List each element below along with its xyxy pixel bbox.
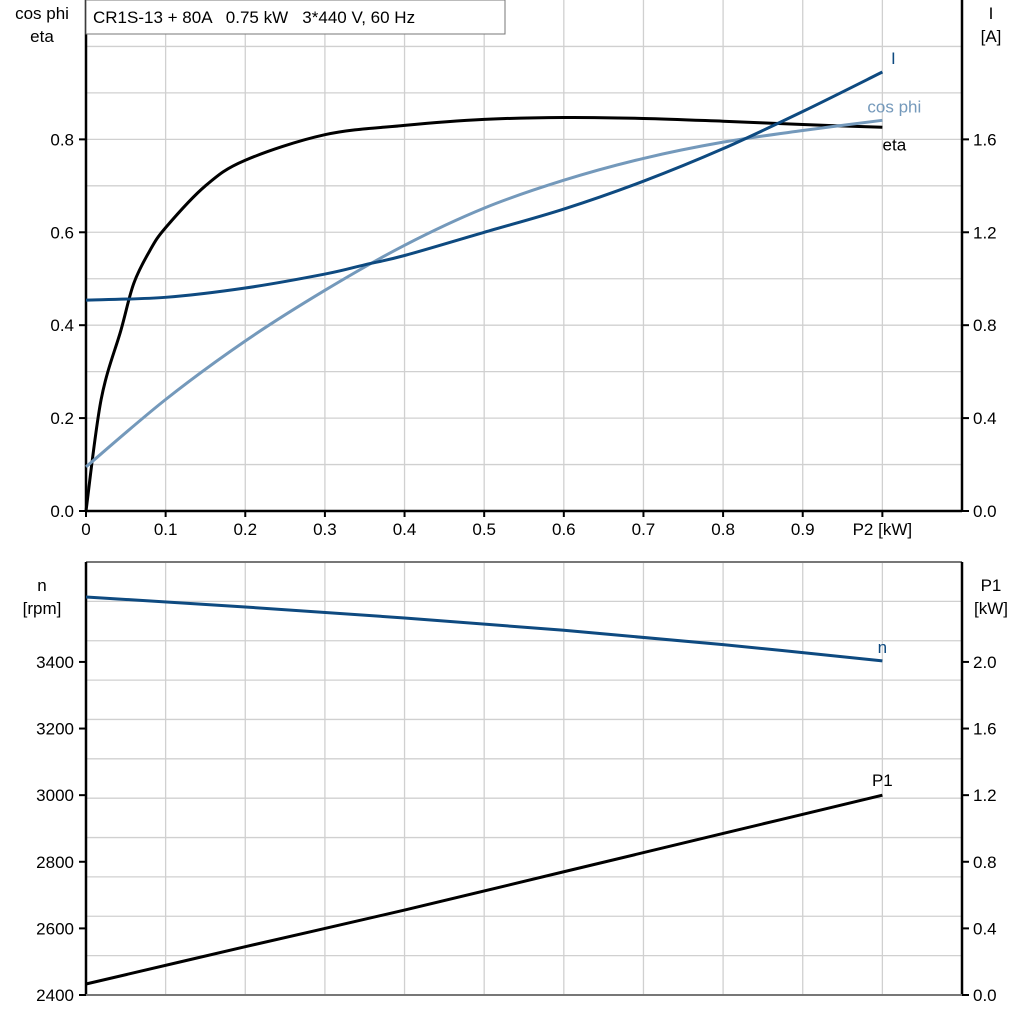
y-tick-label-right: 1.2 [973,786,997,805]
y-axis-label-right: I [989,4,994,23]
y-tick-label-left: 3000 [36,786,74,805]
x-tick-label: 0.6 [552,520,576,539]
series-line-cos-phi [85,118,883,469]
y-tick-label-left: 0.6 [50,223,74,242]
x-tick-label: 0.8 [711,520,735,539]
series-label-eta: eta [883,135,907,154]
x-tick-label: 0.5 [472,520,496,539]
chart-title-box [85,0,506,35]
y-tick-label-right: 0.4 [973,409,997,428]
y-axis-label-left: eta [30,27,54,46]
y-axis-label-right: [kW] [974,599,1008,618]
series-line-p1 [85,793,883,986]
y-tick-label-right: 1.6 [973,130,997,149]
x-axis-label: P2 [kW] [853,520,913,539]
x-tick-label: 0.7 [632,520,656,539]
x-tick-label: 0.9 [791,520,815,539]
x-tick-label: 0.3 [313,520,337,539]
y-tick-label-right: 0.0 [973,986,997,1005]
y-tick-label-left: 0.0 [50,502,74,521]
y-tick-label-left: 0.2 [50,409,74,428]
y-tick-label-left: 0.4 [50,316,74,335]
y-tick-label-right: 0.4 [973,919,997,938]
y-axis-label-left: [rpm] [23,599,62,618]
y-axis-label-right: [A] [981,27,1002,46]
series-label-p1: P1 [872,771,893,790]
series-label-i: I [891,49,896,68]
series-label-n: n [878,638,887,657]
series-line-i [85,70,884,302]
y-tick-label-left: 2800 [36,853,74,872]
x-tick-label: 0.4 [393,520,417,539]
x-tick-label: 0.1 [154,520,178,539]
y-tick-label-right: 0.8 [973,853,997,872]
y-tick-label-left: 0.8 [50,130,74,149]
x-tick-label: 0 [81,520,90,539]
y-tick-label-right: 1.6 [973,720,997,739]
y-axis-label-right: P1 [981,576,1002,595]
y-tick-label-left: 3200 [36,720,74,739]
y-axis-label-left: n [37,576,46,595]
series-line-n [85,595,883,663]
y-tick-label-right: 2.0 [973,653,997,672]
x-tick-label: 0.2 [233,520,257,539]
chart-title: CR1S-13 + 80A 0.75 kW 3*440 V, 60 Hz [93,8,415,27]
series-line-eta [84,116,883,512]
y-tick-label-right: 0.0 [973,502,997,521]
y-axis-label-left: cos phi [15,4,69,23]
y-tick-label-right: 1.2 [973,223,997,242]
y-tick-label-left: 3400 [36,653,74,672]
y-tick-label-left: 2600 [36,919,74,938]
series-label-cos-phi: cos phi [867,97,921,116]
y-tick-label-left: 2400 [36,986,74,1005]
y-tick-label-right: 0.8 [973,316,997,335]
